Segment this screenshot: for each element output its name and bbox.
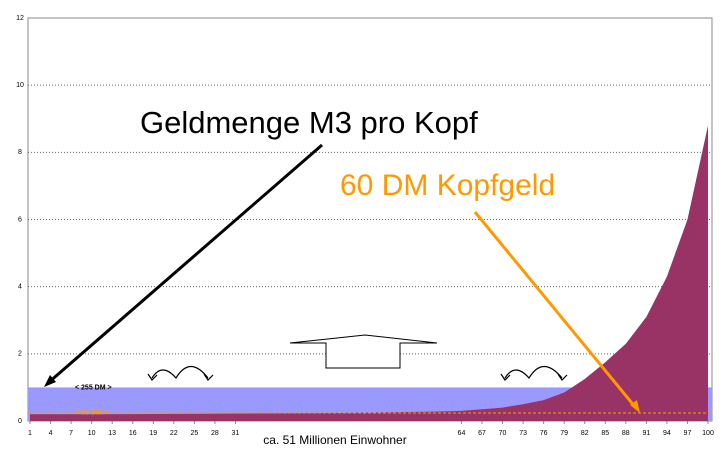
exchange-icon [147,365,568,381]
x-tick-label: 1 [28,430,32,437]
annotation-arrow [473,211,638,409]
y-tick-label: 6 [18,216,22,223]
x-tick-label: 13 [108,430,116,437]
y-tick-label: 12 [16,15,24,22]
x-tick-label: 31 [232,430,240,437]
x-tick-label: 7 [69,430,73,437]
plot-area: 0 2 4 6 8 10 12 < 255 DM > < 60 DM > 1 4 7 10 13 16 19 2… [16,15,714,437]
x-tick-label: 67 [478,430,486,437]
x-tick-label: 79 [560,430,568,437]
x-tick-label: 76 [540,430,548,437]
x-tick-label: 82 [581,430,589,437]
annotation-arrow [47,143,323,385]
x-tick-label: 94 [663,430,671,437]
annotation: Geldmenge M3 pro Kopf [140,105,478,140]
arrow-head [630,400,640,413]
x-tick-label: 85 [601,430,609,437]
x-tick-label: 97 [684,430,692,437]
y-tick-label: 4 [18,284,22,291]
x-tick-label: 4 [49,430,53,437]
y-tick-label: 0 [18,418,22,425]
annotation: 60 DM Kopfgeld [340,169,555,202]
x-tick-label: 16 [129,430,137,437]
y-tick-label: 2 [18,351,22,358]
x-tick-label: 91 [642,430,650,437]
x-tick-label: 73 [519,430,527,437]
x-tick-label: 70 [499,430,507,437]
x-tick-label: 28 [211,430,219,437]
x-tick-label: 22 [170,430,178,437]
x-tick-label: 88 [622,430,630,437]
x-axis-label: ca. 51 Millionen Einwohner [263,433,406,447]
y-tick-label: 8 [18,149,22,156]
x-tick-label: 64 [458,430,466,437]
y-tick-label: 10 [16,82,24,89]
reference-label: < 60 DM > [75,409,108,416]
x-tick-label: 25 [190,430,198,437]
x-tick-label: 19 [149,430,157,437]
x-tick-label: 100 [702,430,714,437]
up-arrow-icon [289,334,438,369]
arrow-head [44,375,56,387]
reference-label: < 255 DM > [75,384,112,391]
x-tick-label: 10 [88,430,96,437]
area [30,125,708,421]
